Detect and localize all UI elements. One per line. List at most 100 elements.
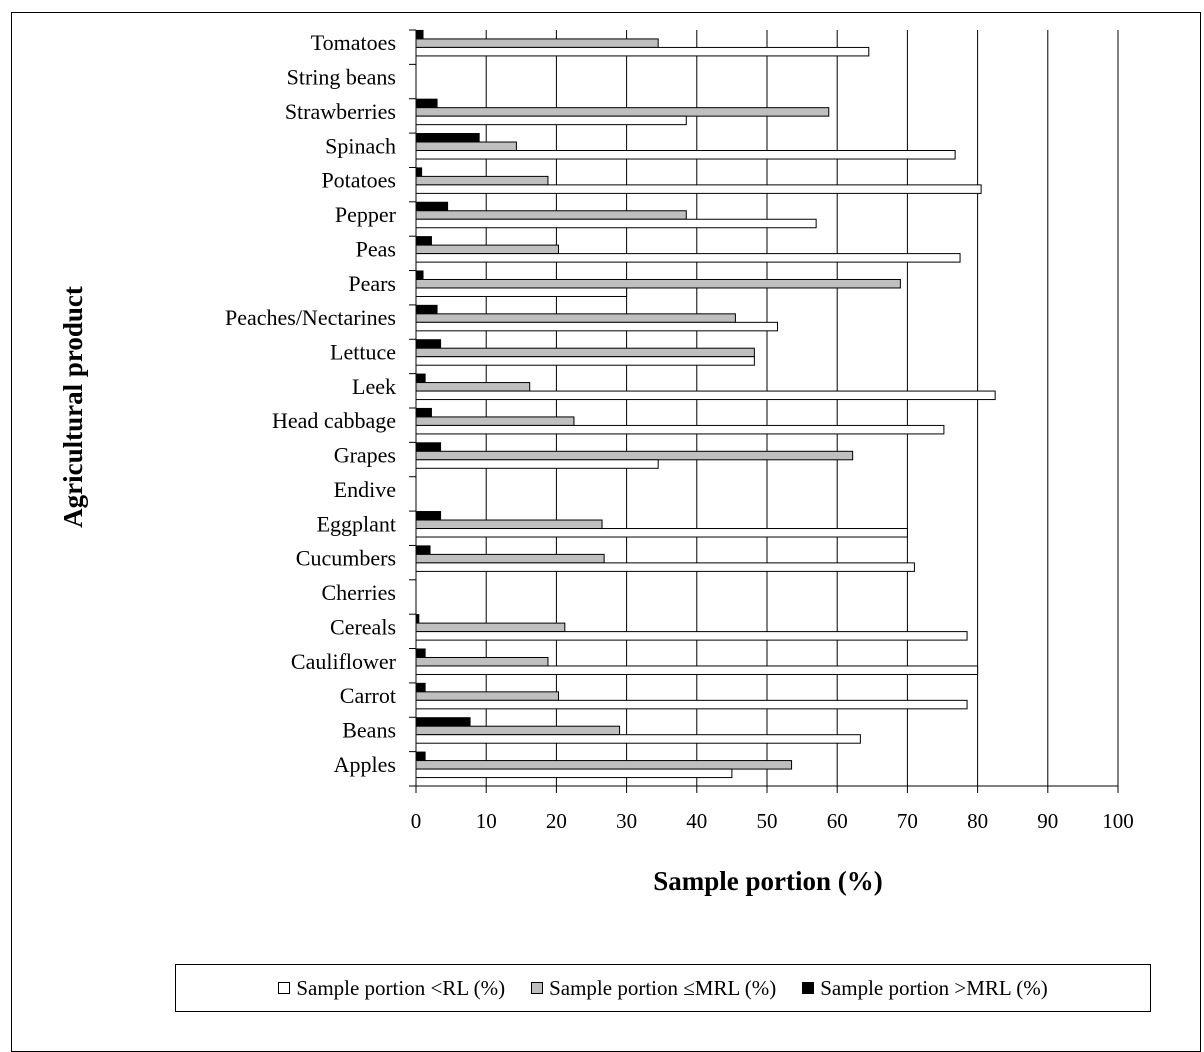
category-label-3: Spinach bbox=[325, 133, 396, 158]
category-label-20: Beans bbox=[342, 718, 396, 743]
category-label-19: Carrot bbox=[340, 683, 396, 708]
bar-s0-19 bbox=[415, 699, 968, 710]
category-label-5: Pepper bbox=[335, 202, 397, 227]
bar-s2-14 bbox=[415, 511, 442, 521]
legend-item-le-mrl: Sample portion ≤MRL (%) bbox=[531, 976, 776, 1001]
category-label-9: Lettuce bbox=[330, 340, 396, 365]
bar-s0-14 bbox=[415, 528, 908, 538]
category-label-18: Cauliflower bbox=[291, 649, 397, 674]
legend-label-le-mrl: Sample portion ≤MRL (%) bbox=[549, 975, 777, 1000]
bar-s2-21 bbox=[415, 751, 426, 762]
category-label-16: Cherries bbox=[321, 580, 396, 605]
bar-s1-20 bbox=[415, 725, 621, 736]
legend-item-rl: Sample portion <RL (%) bbox=[278, 976, 505, 1001]
bar-s0-20 bbox=[415, 734, 861, 744]
bar-s1-3 bbox=[415, 141, 517, 152]
bar-s2-9 bbox=[415, 339, 442, 349]
y-axis-title: Agricultural product bbox=[58, 286, 88, 528]
bar-s0-6 bbox=[415, 253, 961, 263]
x-tick-label-90: 90 bbox=[1037, 809, 1058, 833]
category-label-12: Grapes bbox=[334, 443, 396, 468]
bar-s1-8 bbox=[415, 313, 736, 323]
bar-s1-15 bbox=[415, 553, 605, 564]
bar-s0-7 bbox=[415, 287, 628, 297]
x-tick-label-30: 30 bbox=[616, 809, 637, 833]
bar-s1-17 bbox=[415, 622, 566, 633]
category-label-14: Eggplant bbox=[317, 511, 396, 536]
bar-s2-18 bbox=[415, 648, 426, 658]
bar-s2-4 bbox=[415, 167, 423, 177]
bar-s0-12 bbox=[415, 459, 659, 469]
bar-s1-19 bbox=[415, 691, 560, 701]
bar-s0-8 bbox=[415, 321, 779, 332]
bar-s1-5 bbox=[415, 210, 687, 220]
bar-s1-14 bbox=[415, 519, 603, 530]
bar-s2-6 bbox=[415, 236, 432, 246]
x-tick-label-40: 40 bbox=[686, 809, 707, 833]
bar-s1-4 bbox=[415, 175, 549, 186]
bar-s0-3 bbox=[415, 150, 956, 160]
bar-s0-18 bbox=[415, 665, 979, 675]
category-label-0: Tomatoes bbox=[311, 30, 396, 55]
x-tick-label-50: 50 bbox=[757, 809, 778, 833]
bar-s2-10 bbox=[415, 373, 426, 384]
bar-s2-5 bbox=[415, 201, 449, 212]
bar-s0-5 bbox=[415, 218, 817, 229]
bar-s0-9 bbox=[415, 356, 755, 366]
legend-swatch-rl bbox=[278, 982, 291, 994]
category-labels: Tomatoes String beans Strawberries Spinach P… bbox=[225, 30, 397, 777]
bar-s1-0 bbox=[415, 38, 659, 48]
category-label-7: Pears bbox=[348, 271, 396, 296]
x-tick-label-70: 70 bbox=[897, 809, 918, 833]
category-label-4: Potatoes bbox=[321, 168, 396, 193]
bar-s2-12 bbox=[415, 442, 442, 452]
bar-s2-0 bbox=[415, 29, 424, 40]
bar-s0-21 bbox=[415, 768, 733, 779]
legend-item-gt-mrl: Sample portion >MRL (%) bbox=[802, 975, 1048, 1001]
x-tick-label-20: 20 bbox=[546, 809, 567, 833]
bar-chart: Tomatoes String beans Strawberries Spinach P… bbox=[58, 29, 1134, 896]
bar-s1-21 bbox=[415, 760, 793, 770]
bar-s2-20 bbox=[415, 717, 471, 727]
bar-s1-9 bbox=[415, 347, 755, 358]
bar-s1-18 bbox=[415, 656, 549, 667]
bar-s1-12 bbox=[415, 450, 854, 461]
x-tick-label-80: 80 bbox=[967, 809, 988, 833]
bar-s2-19 bbox=[415, 682, 426, 693]
bars bbox=[415, 29, 996, 779]
x-tick-labels: 0 10 20 30 40 50 60 70 80 90 100 bbox=[411, 809, 1134, 833]
x-tick-label-100: 100 bbox=[1102, 809, 1134, 833]
bar-s1-6 bbox=[415, 244, 560, 255]
bar-s2-7 bbox=[415, 270, 424, 280]
category-label-10: Leek bbox=[352, 374, 396, 399]
x-tick-label-10: 10 bbox=[476, 809, 497, 833]
bar-s1-2 bbox=[415, 107, 830, 117]
category-label-11: Head cabbage bbox=[272, 408, 396, 433]
category-label-1: String beans bbox=[287, 65, 396, 90]
category-label-21: Apples bbox=[334, 752, 396, 777]
category-label-17: Cereals bbox=[330, 614, 396, 639]
x-axis-title: Sample portion (%) bbox=[653, 866, 883, 896]
category-label-8: Peaches/Nectarines bbox=[225, 305, 396, 330]
bar-s2-15 bbox=[415, 545, 431, 555]
x-tick-label-0: 0 bbox=[411, 809, 422, 833]
bar-s2-3 bbox=[415, 133, 480, 143]
bar-s0-0 bbox=[415, 46, 870, 57]
legend-label-gt-mrl: Sample portion >MRL (%) bbox=[820, 975, 1048, 1000]
bar-s0-10 bbox=[415, 390, 996, 401]
bar-s1-11 bbox=[415, 416, 575, 426]
x-tick-label-60: 60 bbox=[827, 809, 848, 833]
legend-swatch-gt-mrl bbox=[802, 982, 815, 994]
legend-label-rl: Sample portion <RL (%) bbox=[296, 975, 506, 1000]
bar-s0-2 bbox=[415, 115, 687, 126]
bar-s1-7 bbox=[415, 278, 901, 289]
bar-s2-2 bbox=[415, 98, 438, 109]
bar-s1-10 bbox=[415, 382, 531, 392]
category-label-6: Peas bbox=[356, 236, 396, 261]
bar-s0-15 bbox=[415, 562, 915, 572]
bar-s2-11 bbox=[415, 407, 432, 418]
legend: Sample portion <RL (%) Sample portion ≤M… bbox=[175, 964, 1151, 1012]
category-label-15: Cucumbers bbox=[296, 546, 396, 571]
axes bbox=[409, 29, 1119, 793]
category-label-13: Endive bbox=[334, 477, 396, 502]
